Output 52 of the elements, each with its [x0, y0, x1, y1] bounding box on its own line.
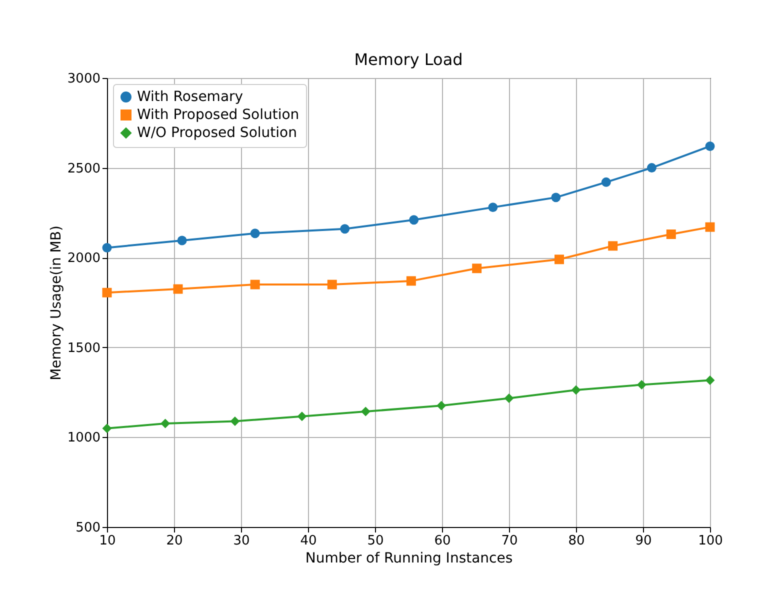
chart-title: Memory Load: [354, 50, 463, 69]
point: [608, 241, 618, 251]
y-tick-label: 500: [76, 520, 100, 536]
point: [436, 400, 446, 410]
x-tick-label: 90: [635, 534, 652, 548]
x-tick-label: 80: [568, 534, 585, 548]
point: [705, 376, 715, 386]
point: [551, 192, 561, 202]
y-tick-label: 2500: [67, 161, 100, 176]
point: [488, 202, 498, 212]
point: [340, 224, 350, 234]
x-tick-label: 60: [434, 534, 451, 548]
point: [504, 393, 514, 403]
legend-label: W/O Proposed Solution: [137, 125, 297, 141]
x-tick-label: 100: [698, 534, 723, 548]
y-axis-title: Memory Usage(in MB): [48, 226, 64, 380]
x-tick-label: 10: [99, 534, 116, 548]
point: [360, 406, 370, 416]
x-tick-label: 20: [166, 534, 183, 548]
point: [646, 163, 656, 173]
legend-label: With Rosemary: [137, 89, 244, 105]
point: [297, 412, 307, 422]
point: [160, 418, 170, 428]
point: [102, 424, 112, 434]
y-tick-label: 1500: [67, 340, 100, 356]
point: [636, 380, 646, 390]
point: [705, 222, 715, 232]
y-tick-label: 2000: [67, 251, 100, 266]
x-axis-title: Number of Running Instances: [305, 550, 513, 566]
x-tick-label: 30: [233, 534, 250, 548]
y-tick-label: 3000: [67, 72, 100, 86]
point: [705, 142, 715, 151]
y-tick-label: 1000: [67, 430, 100, 446]
point: [102, 242, 112, 252]
legend-label: With Proposed Solution: [137, 107, 300, 123]
point: [409, 215, 419, 225]
point: [554, 254, 564, 264]
point: [102, 288, 112, 298]
x-tick-label: 50: [367, 534, 384, 548]
point: [173, 284, 183, 294]
x-tick-label: 70: [501, 534, 518, 548]
point: [601, 177, 611, 187]
point: [472, 264, 482, 274]
point: [250, 280, 260, 290]
point: [406, 276, 416, 286]
point: [327, 280, 337, 290]
point: [177, 236, 187, 246]
point: [571, 385, 581, 395]
point: [250, 228, 260, 238]
point: [230, 416, 240, 426]
point: [666, 230, 676, 239]
x-tick-label: 40: [300, 534, 317, 548]
